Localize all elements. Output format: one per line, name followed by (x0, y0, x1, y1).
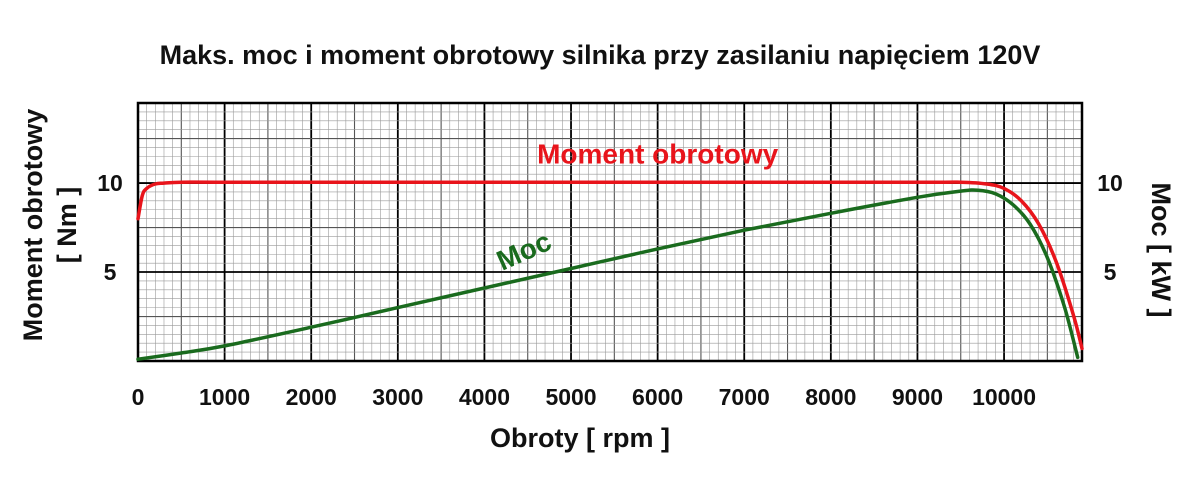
series-line-torque (136, 180, 1084, 351)
x-axis-label: Obroty [ rpm ] (490, 423, 670, 453)
y-left-tick-label: 10 (97, 170, 123, 196)
x-tick-label: 5000 (545, 384, 596, 410)
x-tick-label: 2000 (286, 384, 337, 410)
x-tick-label: 1000 (199, 384, 250, 410)
x-tick-label: 10000 (972, 384, 1036, 410)
x-tick-label: 6000 (632, 384, 683, 410)
y-axis-label-left-line2: [ Nm ] (52, 187, 82, 264)
y-right-tick-label: 5 (1104, 259, 1117, 285)
plot-background (138, 103, 1082, 361)
series-lines (136, 180, 1084, 361)
y-axis-label-right: Moc [ kW ] (1146, 183, 1176, 318)
series-label: Moment obrotowy (537, 138, 779, 169)
plot-frame (136, 101, 1084, 363)
plot-grid (136, 101, 1084, 363)
series-line-power (136, 188, 1080, 361)
x-tick-label: 0 (132, 384, 145, 410)
y-right-tick-label: 10 (1097, 170, 1123, 196)
x-tick-label: 9000 (892, 384, 943, 410)
axis-ticks: 0 1000 2000 3000 4000 5000 6000 7000 8000 9000 100… (97, 170, 1123, 410)
x-tick-label: 3000 (372, 384, 423, 410)
chart-title: Maks. moc i moment obrotowy silnika przy… (159, 40, 1041, 70)
x-tick-label: 7000 (719, 384, 770, 410)
y-axis-label-left-line1: Moment obrotowy (18, 109, 48, 341)
x-tick-label: 4000 (459, 384, 510, 410)
y-left-tick-label: 5 (104, 259, 117, 285)
x-tick-label: 8000 (805, 384, 856, 410)
